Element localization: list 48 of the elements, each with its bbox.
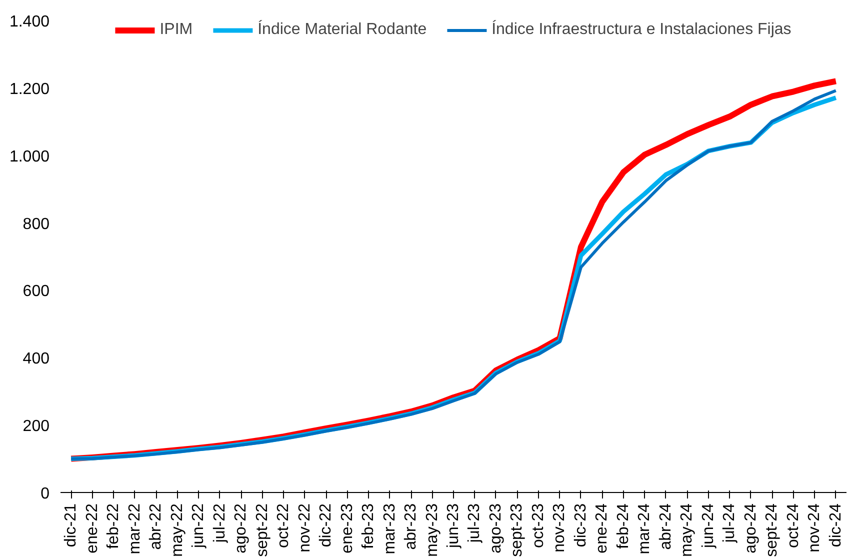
x-tick-label: feb-22	[105, 503, 122, 549]
x-tick-label: mar-24	[636, 503, 654, 554]
y-tick-label: 1.400	[9, 14, 50, 30]
x-tick-label: nov-22	[296, 503, 314, 552]
x-tick-label: jul-24	[721, 503, 738, 544]
x-tick-label: mar-23	[381, 503, 398, 554]
x-tick-label: dic-24	[827, 503, 844, 548]
y-tick-label: 1.000	[9, 148, 50, 166]
x-tick-label: dic-23	[572, 503, 590, 548]
x-tick-label: sept-22	[254, 503, 271, 557]
y-tick-label: 400	[22, 350, 50, 368]
x-tick-label: jul-23	[466, 503, 484, 544]
legend-label: Índice Infraestructura e Instalaciones Fijas	[492, 21, 792, 39]
y-tick-label: 600	[22, 283, 50, 300]
x-tick-label: oct-24	[784, 503, 802, 548]
x-tick-label: ago-22	[232, 503, 250, 554]
x-tick-label: abr-24	[657, 503, 674, 550]
x-tick-label: may-24	[678, 503, 696, 557]
x-tick-label: oct-22	[275, 503, 292, 548]
x-tick-label: feb-24	[614, 503, 632, 549]
x-tick-label: dic-22	[318, 503, 335, 548]
x-tick-label: ago-24	[742, 503, 760, 554]
x-tick-label: oct-23	[530, 503, 547, 548]
x-tick-label: ago-23	[487, 503, 504, 554]
legend-label: Índice Material Rodante	[258, 21, 427, 39]
y-tick-label: 0	[40, 486, 50, 502]
x-tick-label: jun-23	[445, 503, 462, 549]
x-tick-label: sept-24	[764, 503, 781, 557]
y-tick-label: 1.200	[9, 80, 50, 98]
x-tick-label: ene-23	[338, 503, 356, 554]
x-tick-label: mar-22	[126, 503, 144, 554]
x-tick-label: abr-23	[402, 503, 420, 550]
x-tick-label: jun-22	[190, 503, 208, 549]
x-tick-label: feb-23	[360, 503, 378, 549]
y-tick-label: 800	[22, 216, 50, 233]
x-tick-label: ene-24	[594, 503, 611, 554]
x-tick-label: jun-24	[700, 503, 717, 549]
x-tick-label: dic-21	[62, 503, 80, 548]
x-tick-label: nov-23	[551, 503, 568, 552]
x-tick-label: jul-22	[211, 503, 228, 544]
x-tick-label: ene-22	[84, 503, 101, 554]
x-tick-label: may-22	[168, 503, 186, 557]
x-tick-label: sept-23	[508, 503, 526, 557]
legend-label: IPIM	[160, 21, 193, 39]
y-tick-label: 200	[22, 418, 50, 436]
x-tick-label: nov-24	[806, 503, 824, 552]
x-tick-label: may-23	[424, 503, 441, 557]
x-tick-label: abr-22	[148, 503, 165, 550]
